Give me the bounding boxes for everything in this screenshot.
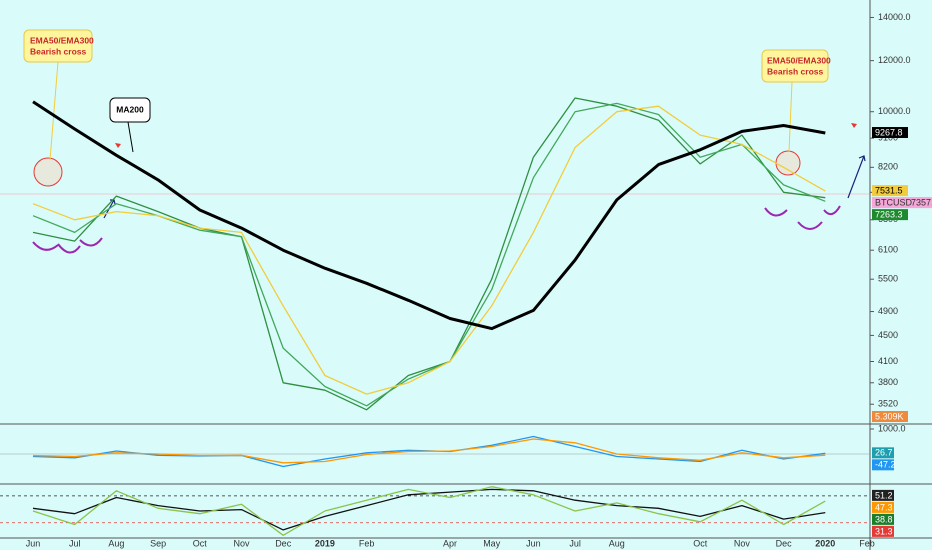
value-tag-label: 26.7 bbox=[875, 448, 893, 458]
cross-circle bbox=[775, 150, 801, 176]
value-tag bbox=[872, 185, 908, 197]
x-tick-label: Oct bbox=[193, 538, 208, 548]
value-tag-label: 38.8 bbox=[875, 514, 893, 524]
series-line bbox=[32, 100, 826, 331]
value-tag-label: 51.2 bbox=[875, 490, 893, 500]
y-tick-label: 4500 bbox=[878, 330, 898, 340]
annotation: EMA50/EMA300 bbox=[30, 35, 94, 45]
x-tick-label: Dec bbox=[776, 538, 793, 548]
x-tick-label: May bbox=[483, 538, 501, 548]
y-tick-label: 14000.0 bbox=[878, 12, 911, 22]
value-tag-label: 7263.3 bbox=[875, 210, 903, 220]
value-tag bbox=[872, 513, 894, 525]
flag bbox=[851, 123, 857, 128]
value-tag-label: 47.3 bbox=[875, 502, 893, 512]
y-tick-label: 6100 bbox=[878, 245, 898, 255]
callout-box bbox=[109, 97, 151, 123]
annotation: Bearish cross bbox=[30, 46, 86, 56]
arc bbox=[764, 207, 788, 217]
decorations bbox=[23, 29, 866, 254]
series-line bbox=[32, 486, 826, 536]
cross-circle bbox=[33, 157, 63, 187]
value-tag-label: 7357.8 bbox=[911, 198, 932, 208]
annotation: Bearish cross bbox=[767, 66, 823, 76]
x-tick-label: Aug bbox=[108, 538, 124, 548]
flag bbox=[115, 143, 121, 148]
value-tag bbox=[872, 501, 894, 513]
callout-pointer bbox=[127, 121, 134, 153]
x-tick-label: Nov bbox=[233, 538, 250, 548]
value-tag-label: -47.2 bbox=[875, 460, 896, 470]
x-tick-label: Oct bbox=[693, 538, 708, 548]
y-tick-label: 8200 bbox=[878, 162, 898, 172]
y-tick-label: 12000.0 bbox=[878, 55, 911, 65]
x-tick-label: Sep bbox=[150, 538, 166, 548]
annotation: MA200 bbox=[116, 104, 144, 114]
x-tick-label: Aug bbox=[609, 538, 625, 548]
y-tick-label: 4900 bbox=[878, 306, 898, 316]
value-tag bbox=[872, 447, 894, 459]
callout-pointer bbox=[49, 61, 59, 161]
x-tick-label: Jun bbox=[26, 538, 41, 548]
series-line bbox=[32, 97, 826, 411]
callout-pointer bbox=[788, 81, 793, 153]
x-tick-label: 2020 bbox=[815, 538, 835, 548]
y-tick-label: 5500 bbox=[878, 274, 898, 284]
annotation: EMA50/EMA300 bbox=[767, 55, 831, 65]
y-tick-label: 4100 bbox=[878, 356, 898, 366]
x-tick-label: Nov bbox=[734, 538, 751, 548]
series-line bbox=[32, 438, 826, 464]
x-tick-label: Jul bbox=[569, 538, 581, 548]
arrow bbox=[847, 155, 866, 199]
value-tag-label: 7531.5 bbox=[875, 186, 903, 196]
series-line bbox=[32, 105, 826, 395]
y-tick-label: 3800 bbox=[878, 377, 898, 387]
value-tag-label: 31.3 bbox=[875, 526, 893, 536]
value-tag bbox=[872, 525, 894, 537]
arc bbox=[57, 243, 81, 254]
volume-tag bbox=[872, 411, 908, 422]
arc bbox=[797, 221, 823, 230]
y-tick-label: 10000.0 bbox=[878, 106, 911, 116]
value-tag-label: BTCUSD bbox=[875, 198, 913, 208]
value-tag bbox=[872, 459, 894, 471]
x-tick-label: Jun bbox=[526, 538, 541, 548]
value-tag-label: 9267.8 bbox=[875, 127, 903, 137]
volume-label: 5.309K bbox=[875, 411, 904, 421]
callout-box bbox=[761, 49, 829, 83]
value-tag bbox=[872, 209, 908, 221]
callout-box bbox=[23, 29, 93, 63]
arc bbox=[823, 205, 841, 216]
arc bbox=[32, 241, 59, 251]
value-tag bbox=[872, 197, 932, 209]
x-tick-label: Jul bbox=[69, 538, 81, 548]
y-tick-label: 3520 bbox=[878, 399, 898, 409]
arc bbox=[79, 237, 103, 247]
x-tick-label: Apr bbox=[443, 538, 457, 548]
x-tick-label: Feb bbox=[859, 538, 875, 548]
y-tick-label: 1000.0 bbox=[878, 423, 906, 433]
x-tick-label: Dec bbox=[275, 538, 292, 548]
x-tick-label: 2019 bbox=[315, 538, 335, 548]
value-tag bbox=[872, 489, 894, 501]
x-tick-label: Feb bbox=[359, 538, 375, 548]
value-tag bbox=[872, 127, 908, 139]
